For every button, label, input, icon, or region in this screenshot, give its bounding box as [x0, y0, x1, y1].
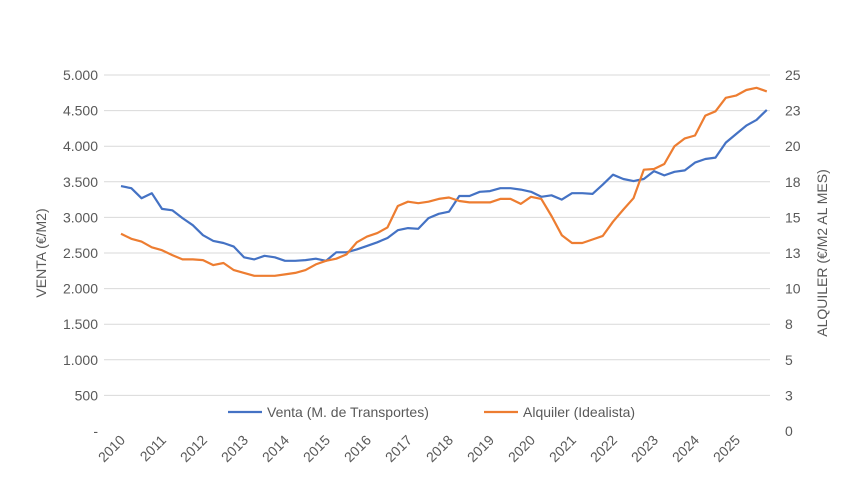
x-axis-ticks: 2010 2011 2012 2013 2014 2015 2016 2017 2018 2019…	[95, 432, 743, 465]
x-tick-label: 2021	[546, 432, 579, 465]
y-left-tick-label: 2.000	[63, 281, 98, 297]
y-left-tick-label: 3.500	[63, 174, 98, 190]
y-right-tick-label: 25	[785, 67, 801, 83]
series-lines	[120, 86, 768, 277]
y-right-tick-label: 13	[785, 245, 801, 261]
y-right-tick-label: 3	[785, 387, 793, 403]
y-right-tick-label: 5	[785, 352, 793, 368]
y-left-tick-label: 1.000	[63, 352, 98, 368]
y-right-tick-label: 8	[785, 316, 793, 332]
x-tick-label: 2013	[218, 432, 251, 465]
y-axis-left-title: VENTA (€/M2)	[33, 208, 49, 297]
x-tick-label: 2015	[300, 432, 333, 465]
y-axis-right-ticks: 0 3 5 8 10 13 15 18 20 23 25	[785, 67, 801, 439]
gridlines	[104, 74, 770, 396]
legend: Venta (M. de Transportes) Alquiler (Idea…	[220, 400, 670, 422]
y-left-tick-label: 4.500	[63, 103, 98, 119]
x-tick-label: 2012	[177, 432, 210, 465]
legend-label-alquiler: Alquiler (Idealista)	[523, 404, 635, 420]
y-right-tick-label: 0	[785, 423, 793, 439]
legend-label-venta: Venta (M. de Transportes)	[267, 404, 429, 420]
y-right-tick-label: 20	[785, 138, 801, 154]
x-tick-label: 2025	[710, 432, 743, 465]
x-tick-label: 2022	[587, 432, 620, 465]
y-left-tick-label: 1.500	[63, 316, 98, 332]
y-axis-left-ticks: - 500 1.000 1.500 2.000 2.500 3.000 3.500 4.000 4…	[63, 67, 98, 439]
y-right-tick-label: 18	[785, 174, 801, 190]
series-line-alquiler	[120, 86, 768, 277]
x-tick-label: 2011	[137, 432, 170, 465]
x-tick-label: 2020	[505, 432, 538, 465]
series-line-venta	[120, 109, 768, 262]
y-right-tick-label: 23	[785, 103, 801, 119]
y-right-tick-label: 10	[785, 281, 801, 297]
y-right-tick-label: 15	[785, 209, 801, 225]
x-tick-label: 2017	[382, 432, 415, 465]
x-tick-label: 2024	[669, 432, 702, 465]
x-tick-label: 2023	[628, 432, 661, 465]
y-left-tick-label: 4.000	[63, 138, 98, 154]
y-left-tick-label: 2.500	[63, 245, 98, 261]
y-axis-right-title: ALQUILER (€/M2 AL MES)	[814, 169, 830, 337]
y-left-tick-label: 500	[75, 387, 99, 403]
x-tick-label: 2018	[423, 432, 456, 465]
y-left-tick-label: 3.000	[63, 209, 98, 225]
x-tick-label: 2014	[259, 432, 292, 465]
y-left-tick-label: 5.000	[63, 67, 98, 83]
x-tick-label: 2019	[464, 432, 497, 465]
x-tick-label: 2016	[341, 432, 374, 465]
y-left-tick-label: -	[93, 423, 98, 439]
x-tick-label: 2010	[95, 432, 128, 465]
